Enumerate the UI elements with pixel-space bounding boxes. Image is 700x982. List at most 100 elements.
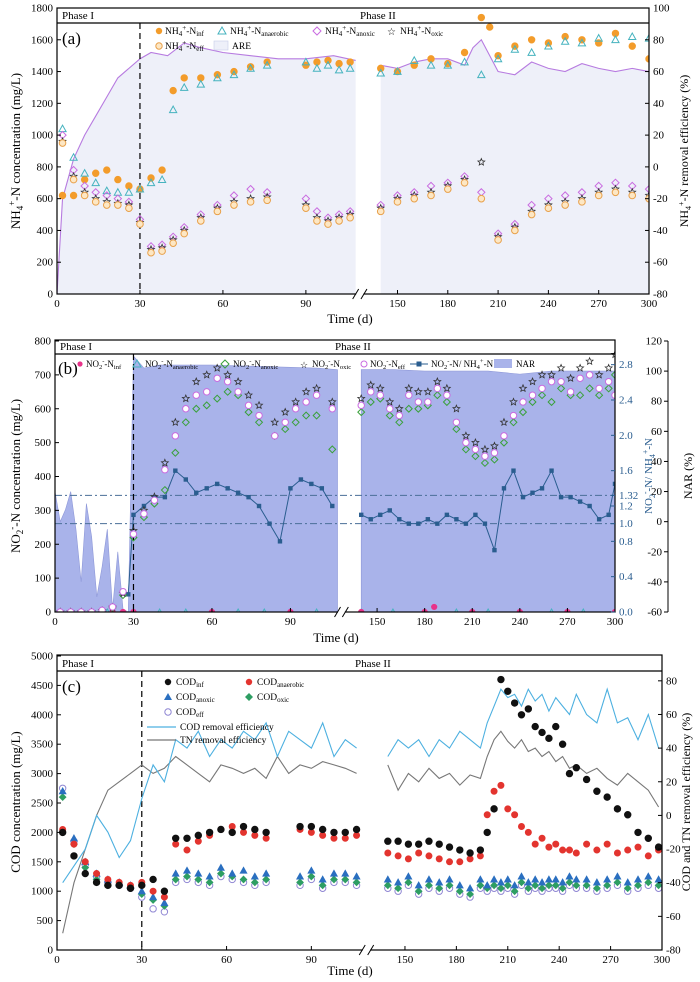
point-codinf <box>517 711 526 719</box>
point-ratio <box>309 481 314 487</box>
point-ratio <box>492 547 497 553</box>
axis-break-gap <box>362 943 371 957</box>
point-ratio <box>416 521 421 526</box>
point-nh4-neff <box>611 188 620 197</box>
y2-tick-label: 20 <box>653 130 665 142</box>
point-codanaerobic <box>70 840 78 848</box>
point-no2-nanoxic <box>181 418 190 427</box>
y-tick-label: 0 <box>48 289 54 301</box>
point-codinf <box>538 728 546 737</box>
point-nh4-nanaerobic <box>577 38 587 47</box>
point-nh4-neff <box>494 236 502 244</box>
point-no2-noxic <box>518 383 528 393</box>
y2-tick-label: 40 <box>666 743 678 755</box>
point-ratio <box>183 477 188 482</box>
point-nh4-nanoxic <box>262 188 272 197</box>
point-codanoxic <box>517 872 526 880</box>
point-no2-nanoxic <box>604 384 613 393</box>
ratio-tick-label: 1.32 <box>619 490 638 502</box>
point-ratio <box>214 481 220 487</box>
line-cod-removal-efficiency <box>62 721 357 884</box>
point-codoxic <box>551 881 560 890</box>
legend-cod-anoxic: CODanoxic <box>164 693 215 704</box>
y2-tick-label: -60 <box>653 257 668 269</box>
point-no2-noxic <box>160 458 170 467</box>
point-no2-neff <box>140 510 148 518</box>
y2-tick-label: -40 <box>666 877 681 889</box>
point-codinf <box>352 825 361 834</box>
point-no2-nanoxic <box>385 411 394 420</box>
point-codanaerobic <box>104 875 112 883</box>
point-no2-neff <box>424 398 432 406</box>
point-codinf <box>330 828 338 837</box>
point-codoxic <box>565 878 574 887</box>
point-no2-neff <box>386 405 394 413</box>
point-no2-noxic <box>254 400 264 410</box>
point-no2-noxic <box>212 363 222 372</box>
panel-b-phase1: Phase I <box>60 341 92 353</box>
point-codanoxic <box>633 875 643 883</box>
legend-nar: NAR <box>494 359 535 369</box>
point-codanaerobic <box>634 843 642 851</box>
point-no2-ninf <box>611 608 615 612</box>
nar-tick-label: -40 <box>647 576 662 588</box>
point-nh4-neff <box>324 220 332 228</box>
point-codanoxic <box>603 875 612 883</box>
point-no2-neff <box>538 384 546 393</box>
point-codoxic <box>171 875 180 884</box>
point-no2-neff <box>119 587 127 596</box>
y-tick-label: 800 <box>35 336 52 348</box>
point-codinf <box>435 840 443 848</box>
point-no2-noxic <box>366 380 376 389</box>
point-no2-neff <box>108 603 117 611</box>
point-codanoxic <box>69 834 79 842</box>
point-no2-noxic <box>490 441 499 450</box>
point-codoxic <box>654 881 662 890</box>
point-codoxic <box>510 887 519 896</box>
point-nh4-ninf <box>527 36 536 44</box>
y2-tick-label: 80 <box>666 675 678 687</box>
point-codinf <box>456 846 464 854</box>
point-codanoxic <box>582 875 591 883</box>
point-no2-neff <box>357 401 365 410</box>
point-no2-neff <box>255 411 263 420</box>
point-nh4-nanaerobic <box>179 82 189 91</box>
point-codoxic <box>445 881 454 890</box>
point-ratio <box>319 486 325 491</box>
point-codanaerobic <box>466 855 474 863</box>
point-codinf <box>490 805 498 813</box>
point-no2-nanoxic <box>585 384 594 393</box>
point-nh4-ninf <box>324 56 332 65</box>
point-no2-noxic <box>385 397 395 406</box>
point-no2-neff <box>192 391 200 399</box>
point-no2-neff <box>500 432 508 440</box>
point-nh4-neff <box>180 229 189 238</box>
point-codinf <box>115 881 123 890</box>
svg-text:NH4+-Noxic: NH4+-Noxic <box>400 24 443 38</box>
point-codinf <box>414 840 423 848</box>
point-nh4-nanaerobic <box>527 47 537 56</box>
legend-nh4-anaerobic: NH4+-Nanaerobic <box>217 24 288 38</box>
point-no2-noxic <box>191 377 201 386</box>
point-nh4-neff <box>263 196 271 205</box>
point-codinf <box>476 846 485 854</box>
point-no2-nanoxic <box>192 404 201 413</box>
legend-ratio: NO2--N/ NH4+-N <box>410 358 494 371</box>
point-codanoxic <box>307 866 316 874</box>
point-codinf <box>404 840 413 848</box>
point-nh4-neff <box>197 217 205 225</box>
point-codinf <box>251 825 259 834</box>
point-ratio <box>501 486 507 491</box>
point-nh4-neff <box>376 207 385 216</box>
x-tick-label: 150 <box>397 954 414 966</box>
legend-nh4-eff: NH4+-Neff <box>155 39 205 53</box>
point-codanaerobic <box>552 840 560 848</box>
y-tick-label: 0 <box>46 607 52 619</box>
point-no2-nanoxic <box>312 411 321 420</box>
ratio-tick-label: 0.4 <box>619 571 633 583</box>
point-nh4-neff <box>230 201 238 209</box>
point-no2-neff <box>376 391 384 399</box>
x-tick-label: 60 <box>206 616 218 628</box>
point-codoxic <box>58 793 67 802</box>
point-no2-noxic <box>181 393 191 403</box>
